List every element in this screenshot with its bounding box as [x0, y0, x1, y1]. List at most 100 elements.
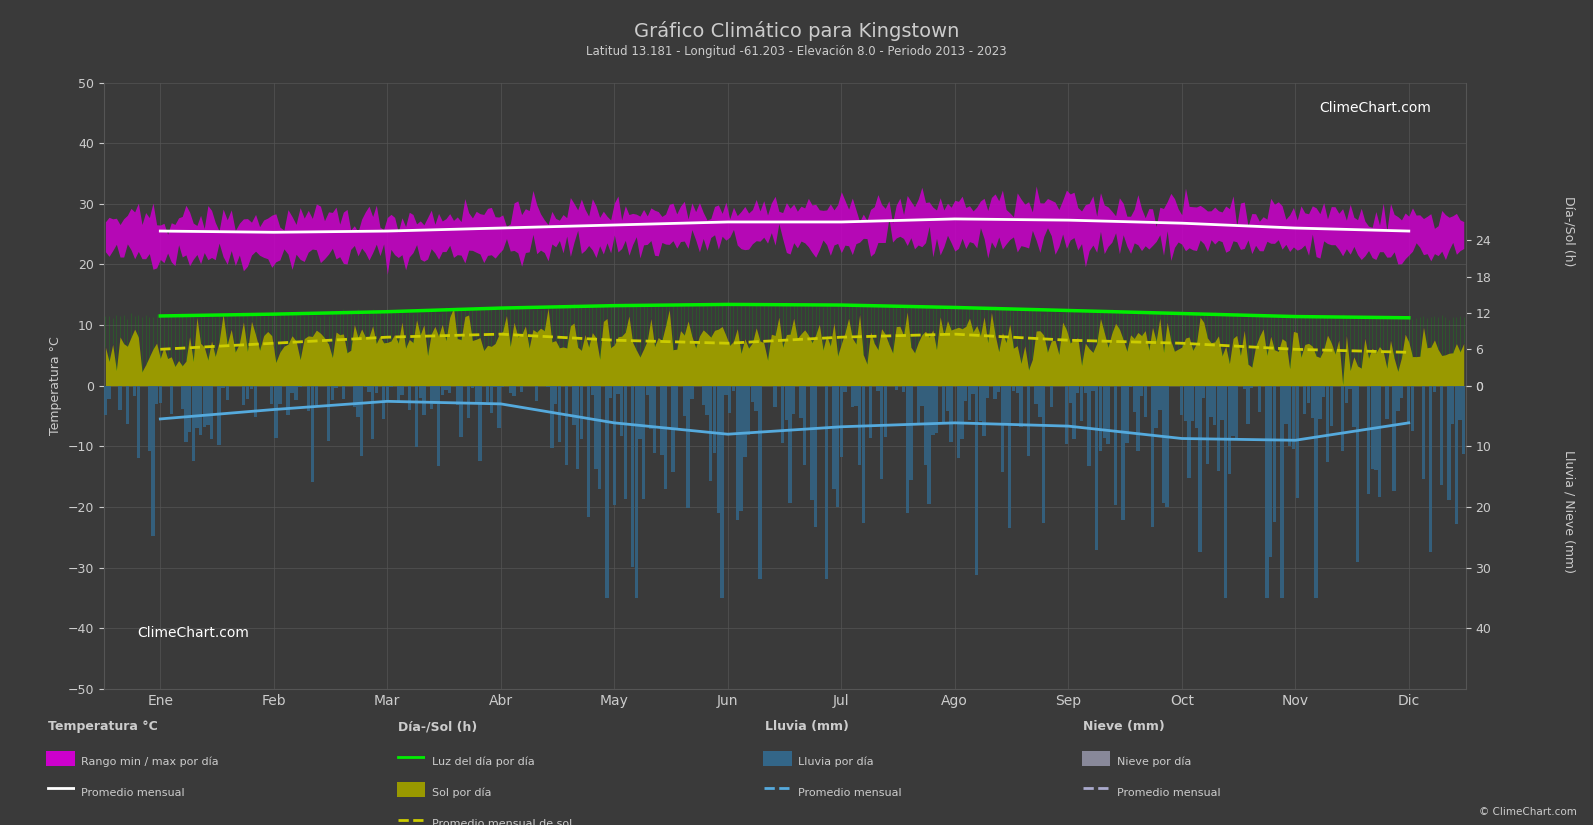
Bar: [389, 386, 392, 387]
Bar: [210, 386, 213, 439]
Bar: [1458, 386, 1462, 420]
Bar: [199, 386, 202, 435]
Bar: [986, 386, 989, 398]
Bar: [675, 386, 679, 430]
Text: Luz del día por día: Luz del día por día: [432, 757, 535, 766]
Bar: [785, 386, 789, 421]
Bar: [851, 386, 854, 407]
Bar: [494, 386, 497, 388]
Bar: [1042, 386, 1045, 523]
Bar: [298, 386, 301, 387]
Bar: [1273, 386, 1276, 522]
Bar: [1091, 386, 1094, 390]
Bar: [1378, 386, 1381, 497]
Bar: [459, 386, 462, 436]
Bar: [489, 386, 492, 413]
Bar: [331, 386, 335, 400]
Bar: [1246, 386, 1249, 424]
Bar: [1258, 386, 1262, 412]
Bar: [497, 386, 500, 428]
Bar: [728, 386, 731, 413]
Text: Promedio mensual: Promedio mensual: [1117, 788, 1220, 798]
Bar: [946, 386, 949, 412]
Bar: [1375, 386, 1378, 469]
Bar: [374, 386, 378, 393]
Bar: [444, 386, 448, 390]
Bar: [701, 386, 704, 405]
Bar: [789, 386, 792, 503]
Bar: [191, 386, 194, 461]
Bar: [315, 386, 319, 405]
Bar: [1206, 386, 1209, 464]
Bar: [1161, 386, 1164, 503]
Bar: [1039, 386, 1042, 417]
Bar: [371, 386, 374, 439]
Bar: [448, 386, 451, 394]
Bar: [717, 386, 720, 513]
Bar: [1356, 386, 1359, 562]
Text: Latitud 13.181 - Longitud -61.203 - Elevación 8.0 - Periodo 2013 - 2023: Latitud 13.181 - Longitud -61.203 - Elev…: [586, 45, 1007, 59]
Bar: [921, 386, 924, 406]
Bar: [1231, 386, 1235, 436]
Bar: [597, 386, 601, 489]
Bar: [486, 386, 489, 402]
Bar: [905, 386, 910, 513]
Bar: [1395, 386, 1400, 411]
Text: Promedio mensual: Promedio mensual: [798, 788, 902, 798]
Bar: [148, 386, 151, 450]
Bar: [1004, 386, 1008, 424]
Bar: [616, 386, 620, 394]
Bar: [859, 386, 862, 465]
Bar: [927, 386, 930, 504]
Text: Nieve por día: Nieve por día: [1117, 757, 1192, 766]
Bar: [1429, 386, 1432, 552]
Bar: [650, 386, 653, 429]
Bar: [306, 386, 311, 411]
Bar: [1392, 386, 1395, 492]
Bar: [1235, 386, 1238, 439]
Bar: [755, 386, 758, 411]
Bar: [1370, 386, 1373, 469]
Bar: [1319, 386, 1322, 419]
Bar: [1180, 386, 1184, 415]
Bar: [671, 386, 674, 472]
Bar: [613, 386, 616, 505]
Bar: [271, 386, 274, 404]
Bar: [1064, 386, 1067, 444]
Bar: [1129, 386, 1133, 387]
Bar: [814, 386, 817, 527]
Bar: [811, 386, 814, 501]
Bar: [357, 386, 360, 417]
Bar: [1423, 386, 1426, 479]
Bar: [620, 386, 623, 436]
Bar: [1349, 386, 1352, 389]
Bar: [994, 386, 997, 398]
Bar: [731, 386, 734, 391]
Bar: [1027, 386, 1031, 455]
Bar: [747, 386, 750, 436]
Text: Nieve (mm): Nieve (mm): [1083, 720, 1164, 733]
Bar: [502, 386, 505, 387]
Bar: [475, 386, 478, 403]
Bar: [155, 386, 158, 404]
Bar: [577, 386, 580, 469]
Bar: [803, 386, 806, 464]
Bar: [983, 386, 986, 436]
Bar: [884, 386, 887, 437]
Bar: [1284, 386, 1287, 424]
Bar: [363, 386, 366, 387]
Bar: [972, 386, 975, 394]
Bar: [414, 386, 419, 447]
Bar: [245, 386, 249, 399]
Bar: [467, 386, 470, 417]
Bar: [408, 386, 411, 410]
Bar: [478, 386, 481, 461]
Bar: [1448, 386, 1451, 500]
Bar: [386, 386, 389, 401]
Bar: [653, 386, 656, 453]
Bar: [709, 386, 712, 482]
Text: Lluvia (mm): Lluvia (mm): [765, 720, 849, 733]
Bar: [924, 386, 927, 464]
Bar: [352, 386, 355, 407]
Bar: [1281, 386, 1284, 598]
